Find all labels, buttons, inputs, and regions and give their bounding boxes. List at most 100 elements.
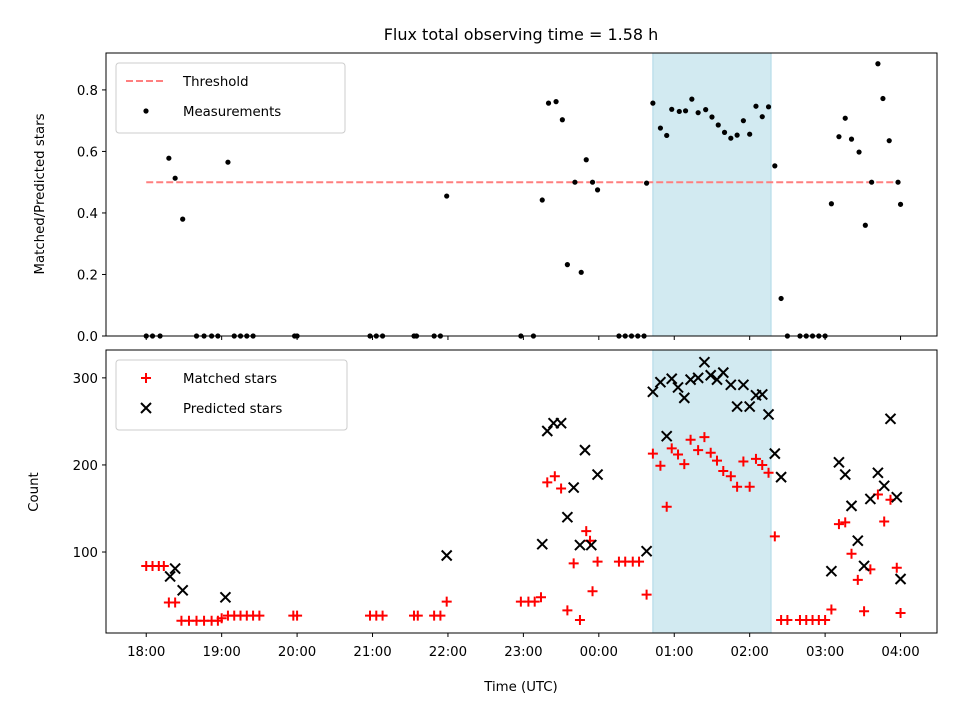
bottom-data-point xyxy=(254,610,265,621)
bottom-data-point xyxy=(769,447,781,460)
bottom-legend-swatch xyxy=(140,402,152,414)
bottom-data-point xyxy=(561,511,574,523)
top-legend-label: Threshold xyxy=(182,75,249,90)
bottom-data-point xyxy=(219,591,232,604)
bottom-data-point xyxy=(891,562,902,573)
bottom-data-point xyxy=(711,455,722,466)
top-data-point xyxy=(657,125,664,131)
bottom-y-axis-label: Count xyxy=(27,472,42,512)
top-data-point xyxy=(828,201,834,207)
top-data-point xyxy=(721,129,728,135)
bottom-data-point xyxy=(826,604,837,615)
bottom-data-point xyxy=(699,432,710,443)
top-y-tick-label: 0.2 xyxy=(77,268,98,283)
bottom-x-tick-label: 01:00 xyxy=(655,645,693,660)
bottom-data-point xyxy=(762,408,775,421)
bottom-data-point xyxy=(581,526,592,537)
bottom-legend-swatch xyxy=(141,373,151,383)
top-data-point xyxy=(709,114,715,120)
bottom-data-point xyxy=(820,614,831,625)
bottom-data-point xyxy=(743,400,756,413)
top-data-point xyxy=(444,193,450,199)
bottom-data-point xyxy=(864,493,877,505)
bottom-data-point xyxy=(705,447,716,458)
bottom-data-point xyxy=(535,592,546,603)
top-data-point xyxy=(172,175,178,181)
top-legend-label: Measurements xyxy=(183,105,281,120)
bottom-data-point xyxy=(412,610,423,621)
top-panel: 0.0 0.2 0.4 0.6 0.8 Threshold Measurements xyxy=(77,52,938,345)
top-data-point xyxy=(759,114,765,120)
bottom-x-tick-label: 02:00 xyxy=(731,645,769,660)
bottom-data-point xyxy=(574,539,586,551)
bottom-data-point xyxy=(833,456,845,469)
top-data-point xyxy=(682,108,689,114)
bottom-data-point xyxy=(440,549,453,562)
top-data-point xyxy=(583,157,589,163)
bottom-data-point xyxy=(858,560,870,572)
top-data-point xyxy=(765,104,772,110)
top-data-point xyxy=(862,222,868,228)
top-data-point xyxy=(559,117,565,123)
top-data-point xyxy=(578,269,584,275)
bottom-data-point xyxy=(634,556,645,567)
top-data-point xyxy=(836,134,842,140)
top-data-point xyxy=(572,179,578,185)
bottom-data-point xyxy=(661,501,672,512)
bottom-data-point xyxy=(878,480,890,492)
top-data-point xyxy=(895,179,901,185)
top-data-point xyxy=(643,180,650,186)
bottom-data-point xyxy=(717,366,729,379)
bottom-data-point xyxy=(840,517,851,528)
bottom-data-point xyxy=(654,376,667,388)
bottom-data-point xyxy=(579,444,591,456)
bottom-data-point xyxy=(647,386,659,398)
bottom-data-point xyxy=(692,372,704,384)
top-y-tick-label: 0.8 xyxy=(77,84,98,99)
bottom-data-point xyxy=(775,471,787,483)
bottom-data-point xyxy=(744,481,755,492)
top-data-point xyxy=(564,262,570,268)
bottom-data-point xyxy=(698,356,711,368)
top-axes-frame xyxy=(105,52,938,337)
bottom-data-point xyxy=(750,453,761,464)
bottom-data-point xyxy=(693,445,704,456)
top-data-point xyxy=(553,99,559,105)
bottom-data-point xyxy=(732,481,743,492)
bottom-legend: Matched stars Predicted stars xyxy=(115,359,348,431)
bottom-panel: 100 200 300 18:00 19:00 20:00 21:00 22:00 23:00 0… xyxy=(73,349,938,660)
bottom-data-point xyxy=(216,613,227,624)
bottom-data-point xyxy=(763,467,774,478)
top-data-point xyxy=(728,135,734,141)
bottom-data-point xyxy=(737,379,750,391)
top-y-tick-label: 0.0 xyxy=(77,330,98,345)
bottom-legend-label: Matched stars xyxy=(183,372,277,387)
top-y-tick-label: 0.6 xyxy=(77,145,98,160)
bottom-data-point xyxy=(872,467,884,479)
bottom-data-point xyxy=(660,430,673,442)
top-data-point xyxy=(545,100,552,106)
bottom-data-point xyxy=(756,388,768,401)
bottom-axes-frame xyxy=(105,349,938,634)
bottom-data-point xyxy=(891,491,903,503)
top-data-point xyxy=(669,106,675,112)
bottom-data-point xyxy=(725,471,736,482)
top-data-point xyxy=(594,187,601,193)
bottom-data-point xyxy=(640,545,653,557)
bottom-data-point xyxy=(769,531,780,542)
bottom-data-point xyxy=(292,610,303,621)
bottom-data-point xyxy=(666,443,677,454)
top-observing-window xyxy=(652,52,772,337)
bottom-x-tick-label: 19:00 xyxy=(202,645,240,660)
top-data-point xyxy=(875,61,881,67)
bottom-data-point xyxy=(852,534,864,547)
bottom-data-point xyxy=(542,477,553,488)
top-data-point xyxy=(848,136,855,142)
bottom-data-point xyxy=(655,460,666,471)
bottom-data-point xyxy=(587,586,598,597)
bottom-data-point xyxy=(731,400,743,413)
bottom-data-point xyxy=(176,584,189,597)
bottom-observing-window xyxy=(652,349,772,634)
bottom-x-tick-label: 23:00 xyxy=(504,645,542,660)
bottom-data-point xyxy=(725,379,737,391)
